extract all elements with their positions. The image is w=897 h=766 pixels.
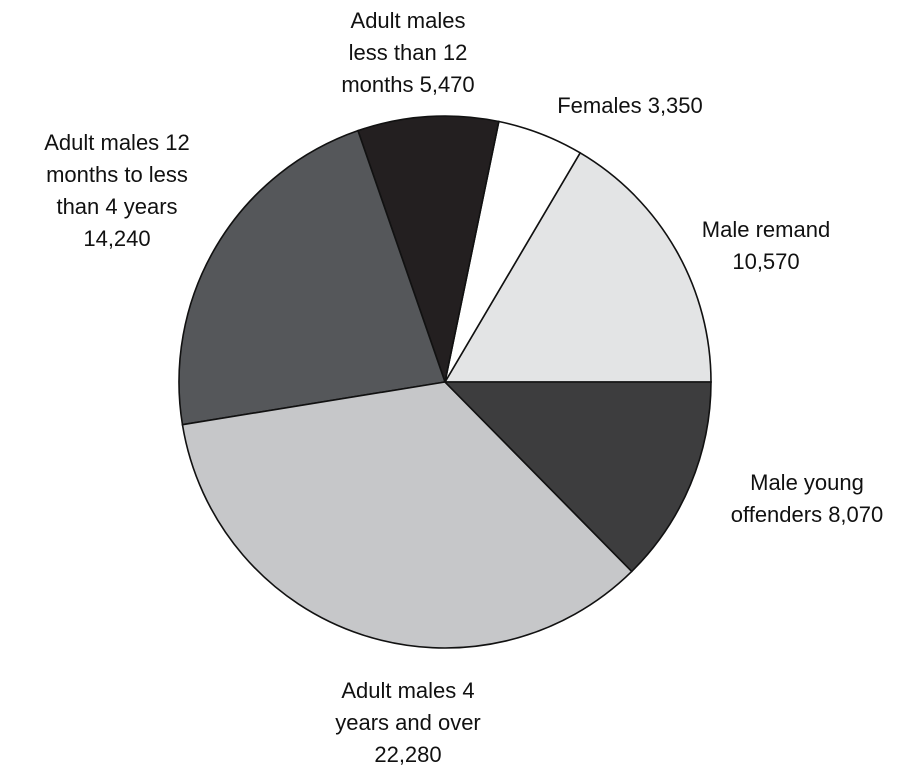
slice-label: Male remand 10,570 [702, 217, 830, 274]
slice-label-line: Adult males 4 [341, 678, 474, 703]
pie-slice-adult-males-4-years-and-over [181, 381, 633, 649]
slice-label-line: Females 3,350 [557, 93, 703, 118]
slice-label-line: than 4 years [56, 194, 177, 219]
slice-label-line: less than 12 [349, 40, 468, 65]
slice-label: Male young offenders 8,070 [731, 470, 884, 527]
pie-slice-adult-males-less-than-12-months [356, 115, 500, 386]
slice-label-line: 22,280 [374, 742, 441, 766]
slice-label: Adult males 12 months to less than 4 years… [44, 130, 190, 251]
slice-label-line: Adult males [351, 8, 466, 33]
slice-label-line: months to less [46, 162, 188, 187]
slice-label-line: years and over [335, 710, 481, 735]
slice-label-line: 14,240 [83, 226, 150, 251]
slice-label: Adult males 4 years and over 22,280 [335, 678, 481, 766]
slice-label-line: months 5,470 [341, 72, 474, 97]
pie-slices [178, 115, 712, 649]
slice-label: Females 3,350 [557, 93, 703, 118]
slice-label-line: offenders 8,070 [731, 502, 884, 527]
slice-label-line: Adult males 12 [44, 130, 190, 155]
slice-label-line: 10,570 [732, 249, 799, 274]
slice-label: Adult males less than 12 months 5,470 [341, 8, 474, 97]
slice-label-line: Male young [750, 470, 864, 495]
pie-labels: Male remand 10,570 Females 3,350 Adult male… [44, 8, 883, 766]
pie-slice-adult-males-12-months-to-less-than-4-years [178, 129, 447, 426]
pie-slice-male-remand [443, 151, 712, 383]
slice-label-line: Male remand [702, 217, 830, 242]
pie-slice-male-young-offenders [443, 381, 712, 573]
